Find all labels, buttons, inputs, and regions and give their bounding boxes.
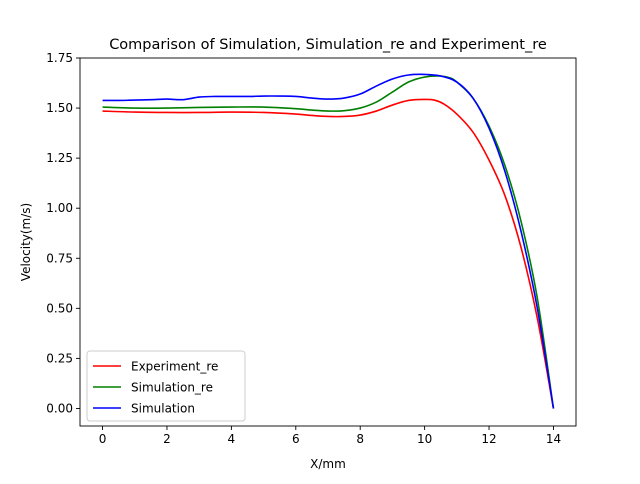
y-tick-label: 1.00 bbox=[46, 201, 73, 215]
y-tick-label: 0.50 bbox=[46, 301, 73, 315]
series-line-experiment-re bbox=[102, 98, 555, 409]
series-line-simulation-re bbox=[102, 75, 555, 409]
plot-area: 0 2 4 6 8 10 12 14 0.00 0.25 0.50 0.75 1.00 1.25 1.50 1… bbox=[46, 51, 577, 446]
x-tick-label: 14 bbox=[546, 432, 561, 446]
legend: Experiment_re Simulation_re Simulation bbox=[86, 350, 246, 422]
x-tick-label: 8 bbox=[356, 432, 364, 446]
x-tick-label: 0 bbox=[99, 432, 107, 446]
x-tick-label: 6 bbox=[292, 432, 300, 446]
y-tick-label: 1.50 bbox=[46, 101, 73, 115]
y-tick-label: 0.00 bbox=[46, 401, 73, 415]
chart-title: Comparison of Simulation, Simulation_re … bbox=[109, 37, 547, 53]
legend-label: Simulation_re bbox=[131, 381, 213, 395]
y-tick-label: 1.25 bbox=[46, 151, 73, 165]
x-tick-label: 10 bbox=[417, 432, 432, 446]
x-tick-label: 12 bbox=[481, 432, 496, 446]
y-tick-label: 0.75 bbox=[46, 251, 73, 265]
axes-frame bbox=[79, 57, 577, 427]
x-tick-label: 2 bbox=[163, 432, 171, 446]
y-tick-label: 1.75 bbox=[46, 51, 73, 65]
legend-box bbox=[86, 350, 246, 422]
y-axis-label: Velocity(m/s) bbox=[19, 203, 33, 281]
legend-label: Experiment_re bbox=[131, 360, 218, 374]
x-axis-label: X/mm bbox=[310, 457, 346, 471]
series-line-simulation bbox=[102, 73, 555, 409]
x-tick-label: 4 bbox=[228, 432, 236, 446]
y-tick-label: 0.25 bbox=[46, 351, 73, 365]
legend-label: Simulation bbox=[131, 402, 195, 416]
